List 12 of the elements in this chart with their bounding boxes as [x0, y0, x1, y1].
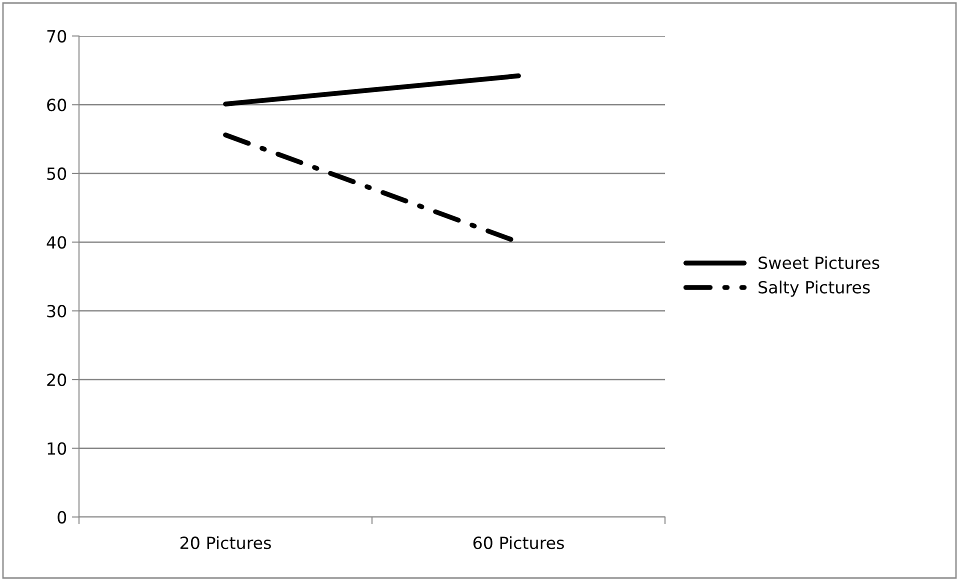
y-tick-label: 10	[48, 442, 66, 455]
legend-label: Salty Pictures	[758, 280, 870, 297]
x-tick-label: 60 Pictures	[473, 536, 564, 550]
y-tick-label: 0	[58, 510, 66, 524]
y-tick-label: 60	[47, 98, 66, 112]
x-tick-label: 20 Pictures	[180, 536, 271, 550]
y-tick-label: 40	[46, 236, 66, 249]
legend-label: Sweet Pictures	[758, 256, 880, 270]
y-tick-label: 20	[47, 374, 66, 386]
y-tick-label: 50	[47, 167, 66, 180]
y-tick-label: 30	[47, 304, 66, 318]
y-tick-label: 70	[47, 30, 66, 43]
